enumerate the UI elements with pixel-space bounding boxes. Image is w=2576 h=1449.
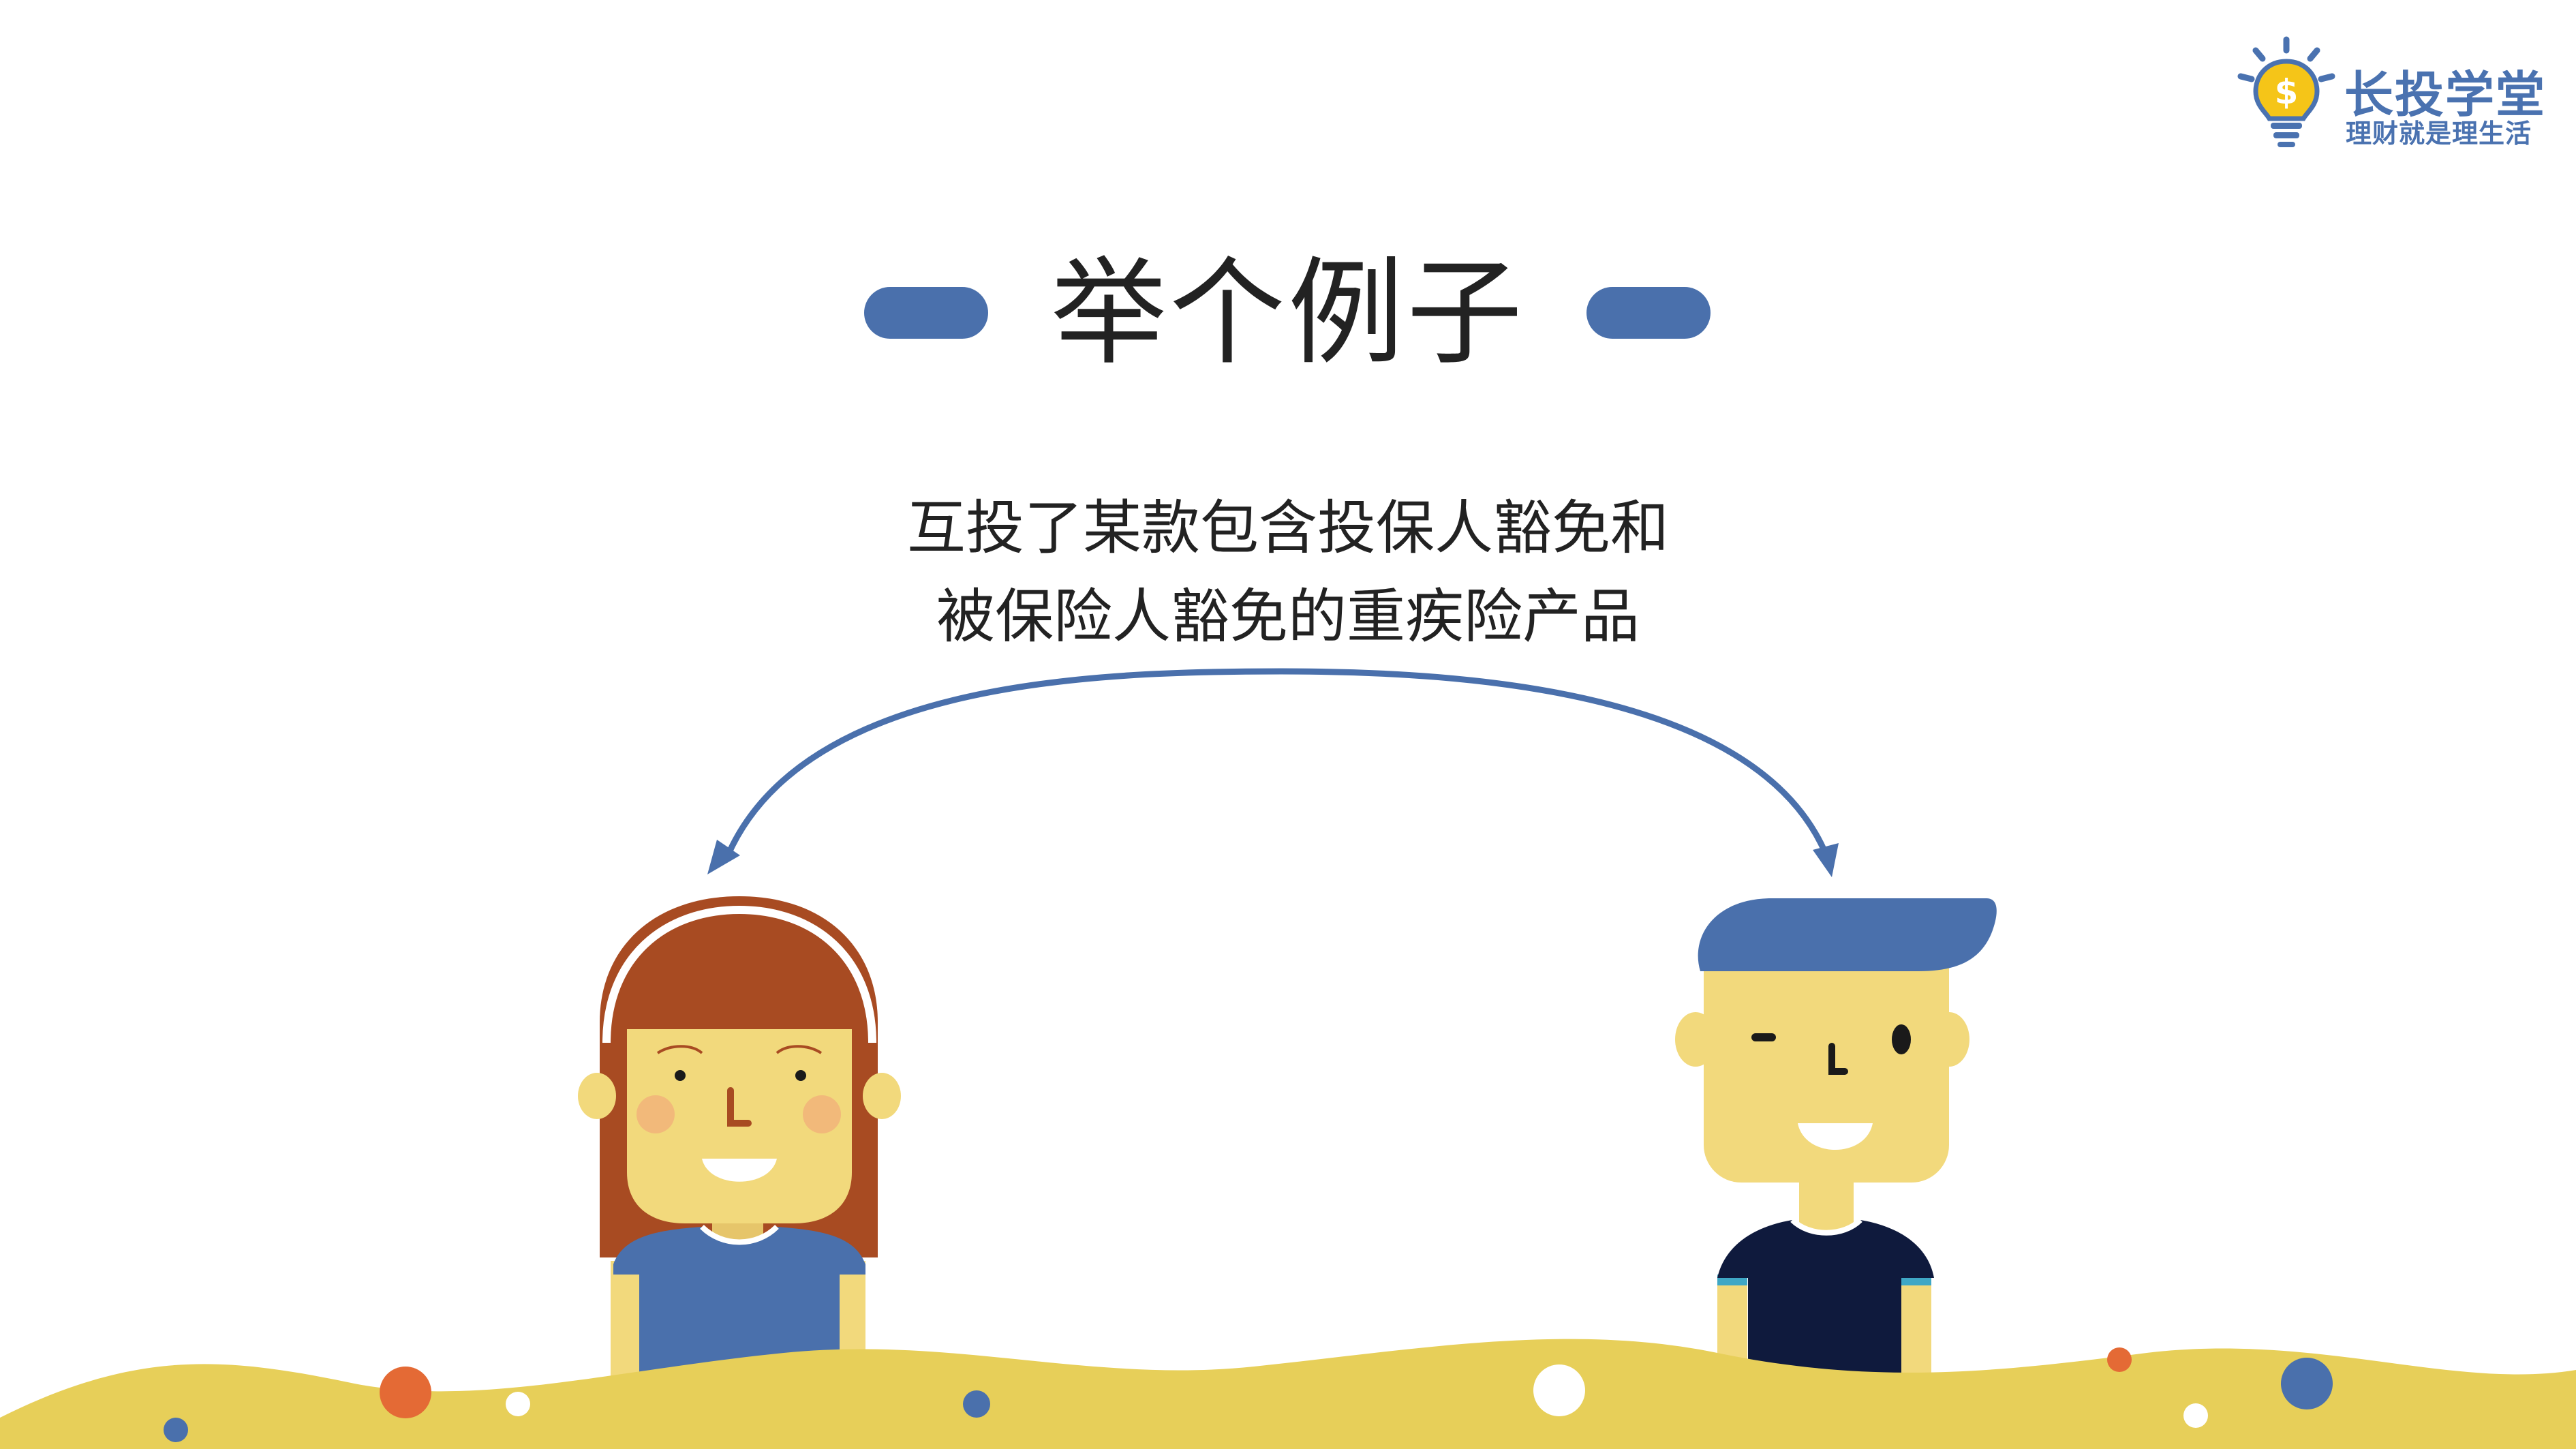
title-decoration-right <box>1586 287 1711 339</box>
svg-text:$: $ <box>2275 72 2299 112</box>
lightbulb-dollar-icon: $ <box>2237 36 2335 147</box>
description-line-2: 被保险人豁免的重疾险产品 <box>936 583 1640 651</box>
mutual-arrow <box>707 668 1839 877</box>
decorative-dots <box>164 1347 2333 1442</box>
brand-name: 长投学堂 <box>2344 66 2547 123</box>
description-line-1: 互投了某款包含投保人豁免和 <box>907 494 1669 562</box>
ground-wave <box>0 1339 2576 1449</box>
title-decoration-left <box>864 287 988 339</box>
slide-title: 举个例子 <box>1050 246 1525 381</box>
arrow-head-right-icon <box>1813 843 1839 877</box>
woman-character <box>578 896 901 1401</box>
man-character <box>1675 898 1997 1407</box>
brand-logo: $ 长投学堂 理财就是理生活 <box>2228 34 2545 150</box>
brand-slogan: 理财就是理生活 <box>2346 119 2532 149</box>
arrow-head-left-icon <box>707 840 740 874</box>
